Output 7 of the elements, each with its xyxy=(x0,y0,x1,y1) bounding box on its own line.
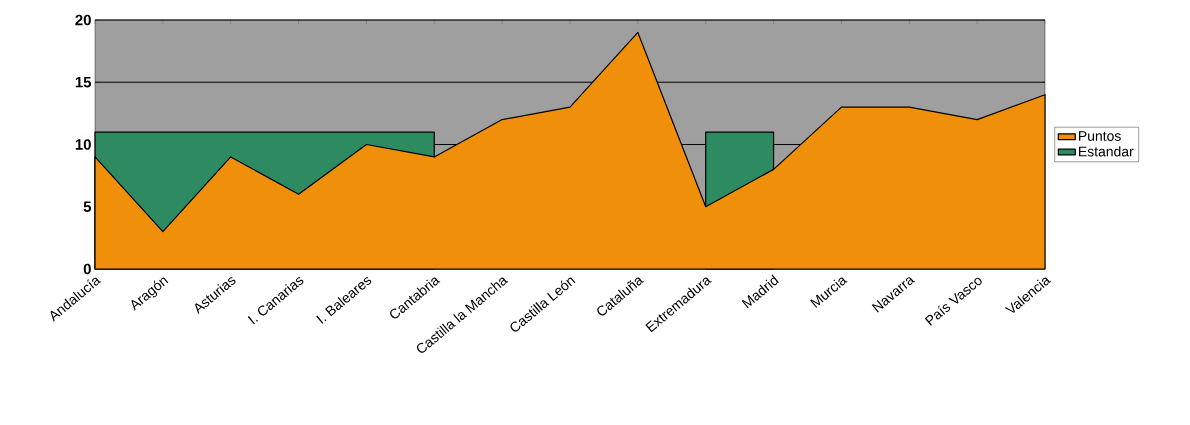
y-tick-label: 20 xyxy=(75,14,91,26)
y-tick-label: 5 xyxy=(83,201,92,212)
y-tick-label: 10 xyxy=(75,139,91,150)
y-tick-label: 0 xyxy=(83,263,91,275)
legend-label: Estandar xyxy=(1079,146,1134,157)
legend-label: Puntos xyxy=(1079,131,1121,141)
y-tick-label: 15 xyxy=(75,77,92,88)
